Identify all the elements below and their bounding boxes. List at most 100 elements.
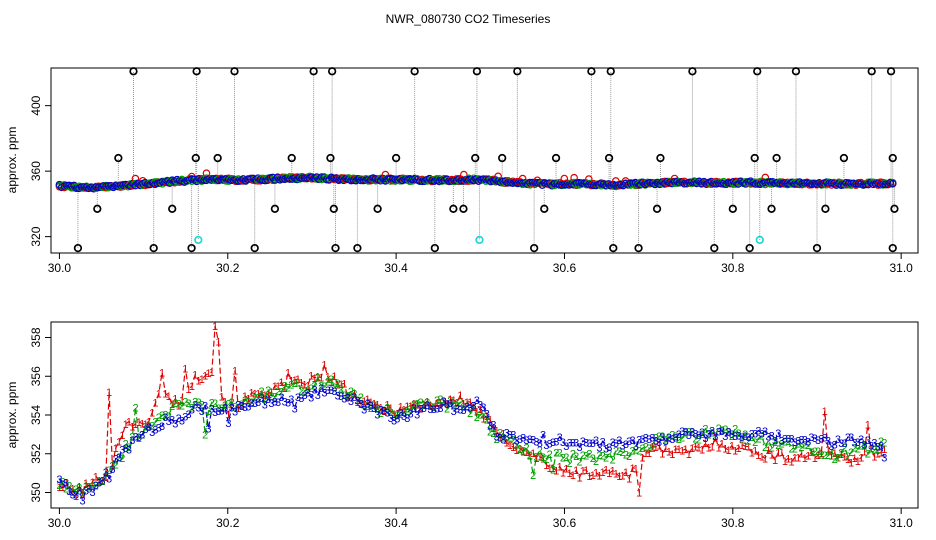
series-1-marker: 1	[136, 417, 142, 429]
series-1-marker: 1	[424, 396, 430, 408]
flagged-high-point	[327, 67, 337, 76]
series-1-marker: 1	[798, 448, 804, 460]
series-2-marker: 2	[789, 444, 795, 456]
flagged-high-point	[551, 153, 561, 163]
series-1-marker: 1	[626, 473, 632, 485]
series-2-marker: 2	[315, 372, 321, 384]
series-2-marker: 2	[119, 453, 125, 465]
series-3-point	[550, 179, 559, 188]
series-1-marker: 1	[457, 390, 463, 402]
series-2-marker: 2	[812, 446, 818, 458]
series-2-marker: 2	[80, 489, 86, 501]
series-1-marker: 1	[497, 432, 503, 444]
series-2-marker: 2	[63, 484, 69, 496]
series-1-marker: 1	[434, 398, 440, 410]
series-1-marker: 1	[745, 442, 751, 454]
series-2-marker: 2	[669, 430, 675, 442]
series-2-marker: 2	[83, 481, 89, 493]
series-1-marker: 1	[659, 449, 665, 461]
series-2-marker: 2	[689, 427, 695, 439]
series-1-marker: 1	[152, 398, 158, 410]
series-2-marker: 2	[205, 406, 211, 418]
series-1-marker: 1	[80, 487, 86, 499]
series-2-marker: 2	[295, 378, 301, 390]
series-1-marker: 1	[381, 406, 387, 418]
series-2-marker: 2	[878, 436, 884, 448]
series-1-marker: 1	[126, 416, 132, 428]
series-1-marker: 1	[262, 390, 268, 402]
series-1-marker: 1	[812, 453, 818, 465]
series-1-marker: 1	[249, 388, 255, 400]
series-3-marker: 3	[182, 411, 188, 423]
series-1-marker: 1	[600, 467, 606, 479]
series-1-marker: 1	[590, 470, 596, 482]
series-1-marker: 1	[444, 398, 450, 410]
series-2-marker: 2	[848, 447, 854, 459]
series-1-marker: 1	[179, 395, 185, 407]
series-2-marker: 2	[60, 477, 66, 489]
series-1-marker: 1	[523, 447, 529, 459]
series-2-marker: 2	[785, 436, 791, 448]
series-2-marker: 2	[702, 424, 708, 436]
series-3-marker: 3	[113, 454, 119, 466]
series-2-marker: 2	[292, 378, 298, 390]
series-2-marker: 2	[136, 433, 142, 445]
series-3-marker: 3	[136, 432, 142, 444]
series-2-marker: 2	[696, 435, 702, 447]
series-1-marker: 1	[229, 397, 235, 409]
series-1-marker: 1	[103, 472, 109, 484]
series-1-marker: 1	[805, 451, 811, 463]
series-1-marker: 1	[348, 390, 354, 402]
series-2-marker: 2	[752, 437, 758, 449]
series-2-marker: 2	[676, 434, 682, 446]
series-1-marker: 1	[775, 447, 781, 459]
series-2-marker: 2	[716, 423, 722, 435]
series-1-marker: 1	[689, 443, 695, 455]
series-1-marker: 1	[116, 437, 122, 449]
series-1-marker: 1	[696, 442, 702, 454]
series-1-marker: 1	[129, 421, 135, 433]
series-2-marker: 2	[865, 449, 871, 461]
series-1-marker: 1	[384, 400, 390, 412]
flagged-high-point	[791, 67, 801, 76]
series-2-marker: 2	[606, 448, 612, 460]
series-3-marker: 3	[89, 487, 95, 499]
series-2-marker: 2	[875, 444, 881, 456]
series-3-marker: 3	[139, 429, 145, 441]
series-1-marker: 1	[209, 367, 215, 379]
series-1-marker: 1	[146, 416, 152, 428]
series-3-marker: 3	[96, 477, 102, 489]
series-1-marker: 1	[782, 456, 788, 468]
series-1-marker: 1	[583, 465, 589, 477]
series-2-marker: 2	[709, 428, 715, 440]
series-1-marker: 1	[553, 465, 559, 477]
series-2-marker: 2	[278, 387, 284, 399]
series-2-marker: 2	[533, 451, 539, 463]
series-1-marker: 1	[464, 397, 470, 409]
flagged-low-point	[890, 204, 899, 213]
series-1-marker: 1	[308, 371, 314, 383]
series-3-marker: 3	[99, 475, 105, 487]
series-2-marker: 2	[156, 412, 162, 424]
flagged-high-point	[867, 67, 876, 76]
series-2-marker: 2	[109, 460, 115, 472]
series-2-marker: 2	[739, 433, 745, 445]
bottom-y-tick-label: 350	[29, 482, 43, 502]
series-2-marker: 2	[590, 453, 596, 465]
series-1-marker: 1	[83, 478, 89, 490]
series-1-line	[59, 325, 885, 498]
flagged-low-point	[888, 243, 897, 253]
series-1-marker: 1	[504, 438, 510, 450]
series-1-marker: 1	[166, 391, 172, 403]
series-3-marker: 3	[93, 480, 99, 492]
series-1-marker: 1	[530, 448, 536, 460]
series-1-marker: 1	[149, 407, 155, 419]
series-1-marker: 1	[533, 453, 539, 465]
series-2-marker: 2	[398, 409, 404, 421]
series-3-marker: 3	[63, 477, 69, 489]
series-2-marker: 2	[514, 439, 520, 451]
series-3-marker: 3	[152, 425, 158, 437]
series-1-marker: 1	[272, 381, 278, 393]
series-2-marker: 2	[699, 429, 705, 441]
series-1-marker: 1	[666, 446, 672, 458]
